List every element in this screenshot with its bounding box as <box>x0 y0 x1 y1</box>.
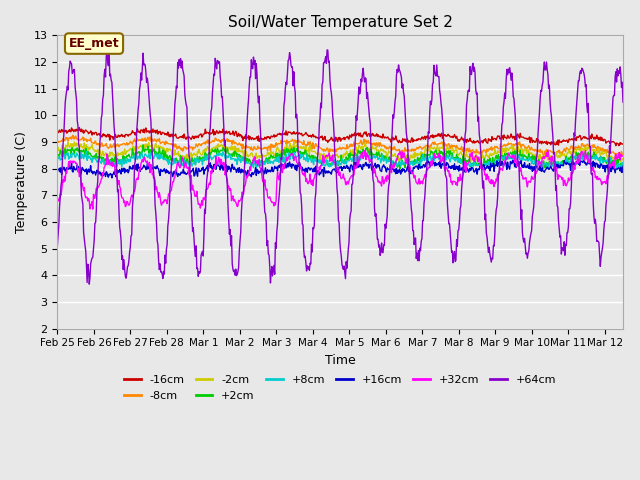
Text: EE_met: EE_met <box>68 37 119 50</box>
X-axis label: Time: Time <box>324 354 356 367</box>
Title: Soil/Water Temperature Set 2: Soil/Water Temperature Set 2 <box>228 15 452 30</box>
Y-axis label: Temperature (C): Temperature (C) <box>15 131 28 233</box>
Legend: -16cm, -8cm, -2cm, +2cm, +8cm, +16cm, +32cm, +64cm: -16cm, -8cm, -2cm, +2cm, +8cm, +16cm, +3… <box>120 371 561 405</box>
